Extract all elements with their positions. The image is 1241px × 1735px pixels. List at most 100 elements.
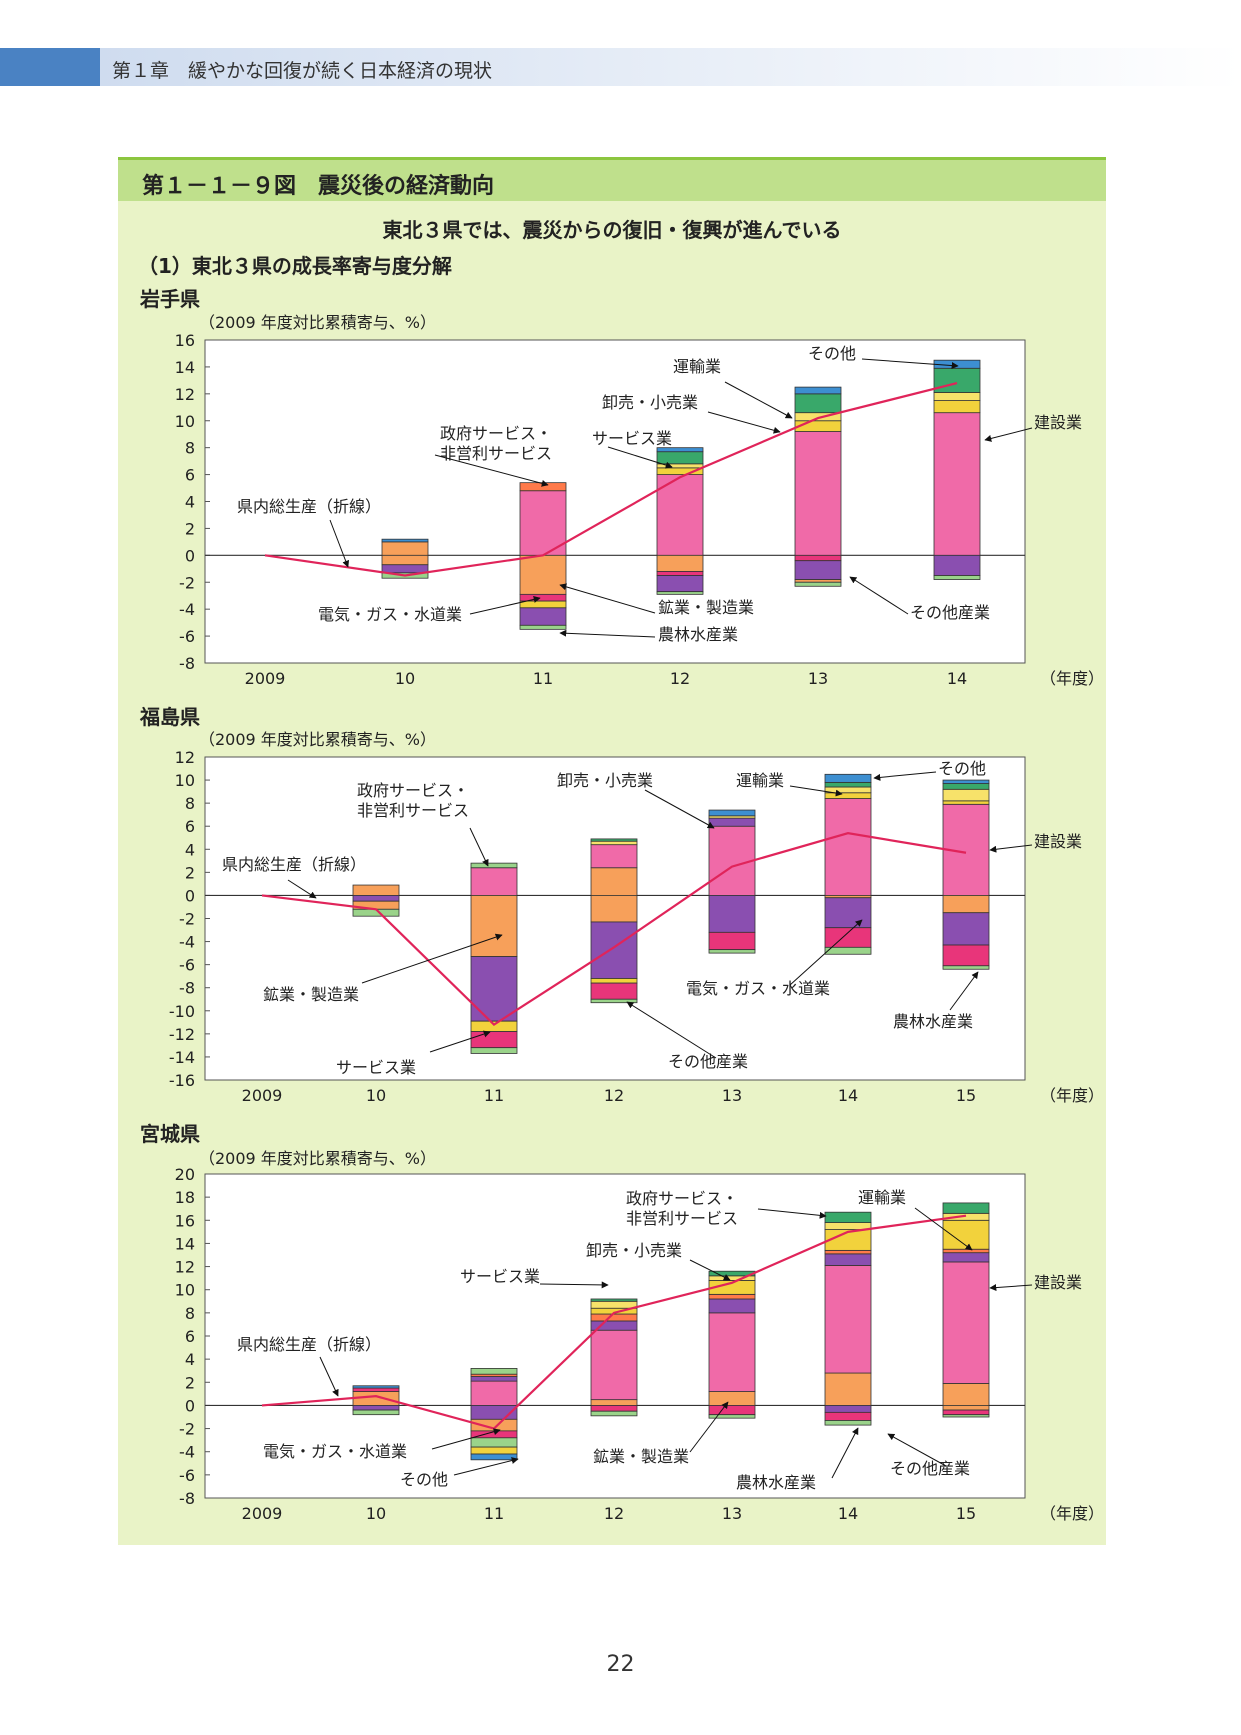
annotation-label: 政府サービス・ — [626, 1189, 738, 1208]
bar-segment-services — [942, 1219, 990, 1250]
chapter-title: 第１章 緩やかな回復が続く日本経済の現状 — [112, 60, 493, 82]
y-tick-label: 8 — [185, 439, 195, 458]
bar-segment-wholesale — [933, 392, 981, 401]
bar-segment-other_industry — [352, 895, 400, 902]
y-tick-label: -8 — [179, 1489, 195, 1508]
x-tick-label: 13 — [808, 669, 828, 688]
y-tick-label: 4 — [185, 840, 195, 859]
annotation-arrow — [559, 583, 656, 614]
x-tick-label: 11 — [484, 1086, 504, 1105]
y-tick-label: 12 — [175, 385, 195, 404]
bar-segment-utilities — [708, 931, 756, 951]
bar-segment-construction — [708, 1312, 756, 1392]
bar-segment-wholesale — [824, 1222, 872, 1230]
x-tick-label: 10 — [395, 669, 415, 688]
annotation-label: サービス業 — [336, 1058, 416, 1077]
bar-segment-government — [824, 1249, 872, 1255]
bar-segment-agriculture — [590, 998, 638, 1004]
annotation-arrow — [559, 629, 656, 638]
bar-segment-agriculture — [470, 862, 518, 869]
annotation-label: 建設業 — [1034, 832, 1082, 851]
bar-segment-construction — [942, 1261, 990, 1384]
annotation-arrow — [984, 427, 1033, 442]
bar-segment-other — [381, 538, 429, 543]
x-tick-label: 13 — [722, 1086, 742, 1105]
bar-segment-manufacturing — [519, 554, 567, 595]
annotation-label: 運輸業 — [858, 1188, 906, 1207]
bar-segment-other — [470, 1453, 518, 1461]
bar-segment-manufacturing — [942, 1383, 990, 1406]
bar-segment-other_industry — [381, 564, 429, 574]
annotation-label: その他産業 — [668, 1052, 748, 1071]
bar-segment-other_industry — [656, 575, 704, 593]
annotation-label: 農林水産業 — [658, 625, 738, 644]
x-tick-label: 2009 — [242, 1086, 283, 1105]
bar-segment-construction — [470, 867, 518, 896]
bar-segment-agriculture — [470, 1437, 518, 1448]
bar-segment-transport — [590, 1298, 638, 1302]
bar-segment-utilities — [656, 571, 704, 576]
figure-title: 第１－１－９図 震災後の経済動向 — [142, 174, 495, 199]
bar-segment-agriculture — [933, 575, 981, 580]
page-number: 22 — [606, 1652, 635, 1677]
annotation-arrow — [887, 1433, 947, 1467]
bar-segment-other — [824, 773, 872, 783]
annotation-arrow — [607, 446, 673, 469]
chart-title-iwate: 岩手県 — [140, 287, 200, 311]
bar-segment-construction — [590, 1329, 638, 1401]
bar-segment-utilities — [470, 1031, 518, 1049]
annotation-label: 非営利サービス — [357, 801, 469, 820]
y-tick-label: 10 — [175, 412, 195, 431]
chart-title-miyagi: 宮城県 — [140, 1122, 200, 1146]
y-tick-label: 18 — [175, 1188, 195, 1207]
y-tick-label: 6 — [185, 466, 195, 485]
annotation-arrow — [319, 1356, 339, 1397]
x-unit-label: （年度） — [1040, 669, 1104, 688]
bar-segment-other — [942, 779, 990, 784]
annotation-arrow — [329, 519, 350, 568]
unit-label: （2009 年度対比累積寄与、%） — [199, 1149, 436, 1168]
annotation-arrow — [431, 1428, 501, 1450]
annotation-arrow — [287, 879, 317, 899]
y-tick-label: 4 — [185, 1350, 195, 1369]
chapter-header: 第１章 緩やかな回復が続く日本経済の現状 — [0, 48, 1241, 86]
bar-segment-transport — [942, 783, 990, 790]
bar-segment-government — [708, 1293, 756, 1300]
annotation-arrow — [707, 411, 781, 434]
annotation-label: 運輸業 — [736, 771, 784, 790]
bar-segment-other_industry — [933, 554, 981, 576]
bar-segment-construction — [933, 412, 981, 556]
annotation-label: 農林水産業 — [893, 1012, 973, 1031]
annotation-label: 政府サービス・ — [440, 424, 552, 443]
annotation-arrow — [539, 1281, 609, 1289]
annotation-label: 電気・ガス・水道業 — [263, 1442, 407, 1461]
bar-segment-construction — [590, 844, 638, 869]
y-tick-label: 14 — [175, 1234, 195, 1253]
bar-segment-transport — [656, 451, 704, 465]
y-tick-label: -4 — [179, 600, 195, 619]
annotation-label: その他 — [400, 1470, 448, 1489]
bar-segment-other_industry — [590, 921, 638, 979]
bar-segment-services — [933, 400, 981, 414]
bar-segment-agriculture — [708, 949, 756, 954]
bar-segment-construction — [470, 1380, 518, 1406]
annotation-arrow — [914, 1207, 973, 1251]
bar-segment-other_industry — [708, 817, 756, 827]
y-tick-label: -14 — [169, 1048, 195, 1067]
annotation-arrow — [989, 1284, 1033, 1292]
bar-segment-utilities — [352, 1387, 400, 1392]
y-tick-label: 16 — [175, 1211, 195, 1230]
y-tick-label: -4 — [179, 933, 195, 952]
bar-segment-transport — [933, 367, 981, 393]
bar-segment-services — [590, 978, 638, 984]
x-tick-label: 13 — [722, 1504, 742, 1523]
annotation-label: 卸売・小売業 — [557, 771, 653, 790]
x-tick-label: 12 — [604, 1504, 624, 1523]
bar-segment-utilities — [519, 593, 567, 602]
y-tick-label: -16 — [169, 1071, 195, 1090]
y-tick-label: 8 — [185, 1304, 195, 1323]
bar-segment-agriculture — [708, 1414, 756, 1419]
x-unit-label: （年度） — [1040, 1086, 1104, 1105]
bar-segment-agriculture — [519, 624, 567, 630]
